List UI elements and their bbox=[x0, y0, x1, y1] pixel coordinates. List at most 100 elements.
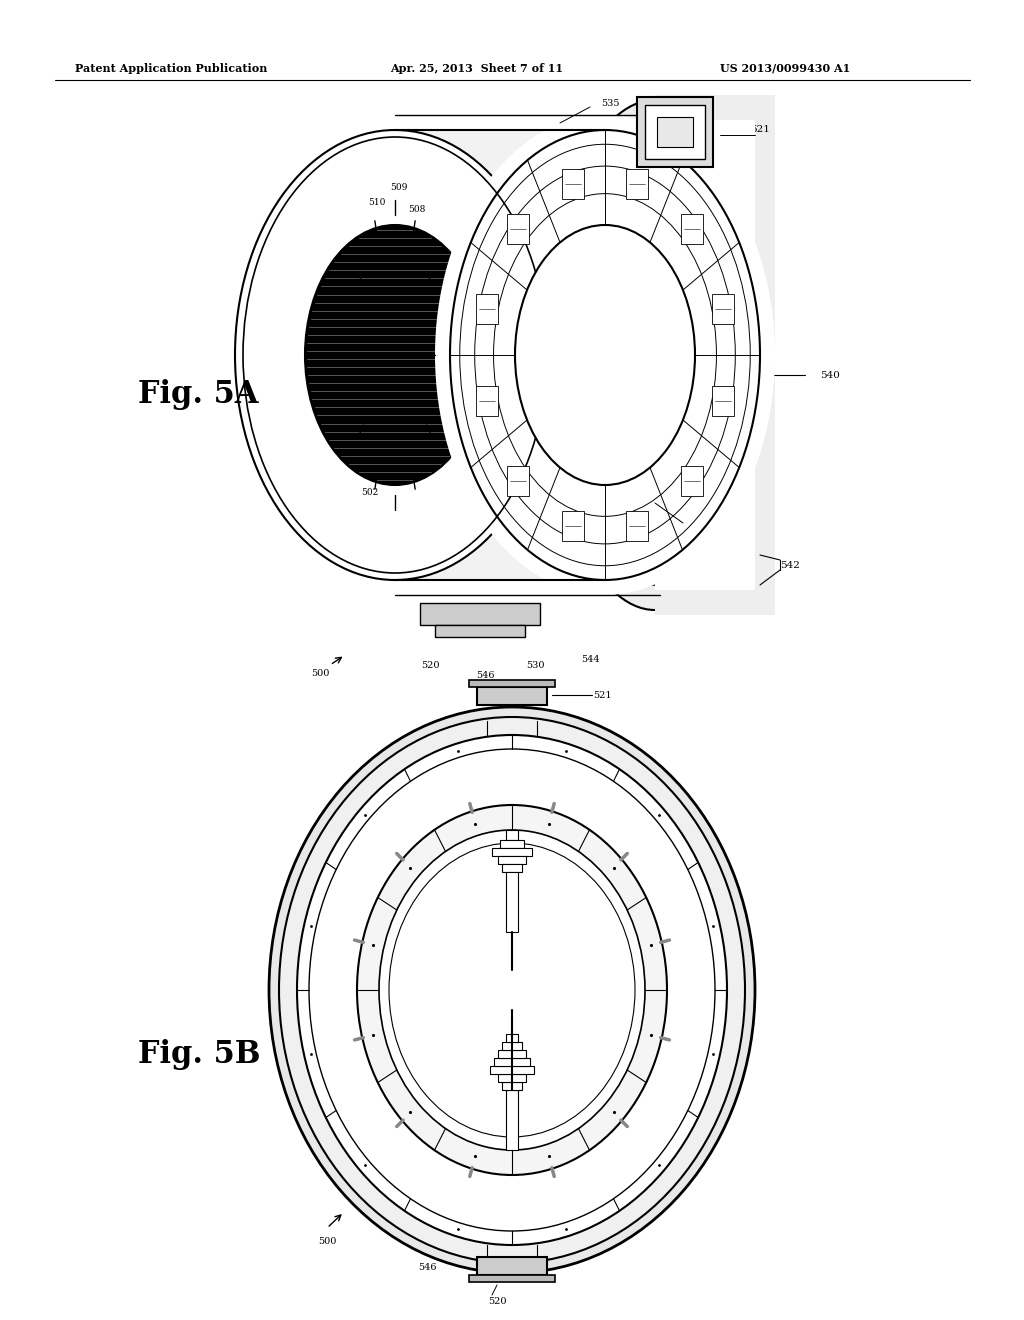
FancyBboxPatch shape bbox=[562, 511, 585, 541]
Text: 554: 554 bbox=[447, 880, 466, 890]
Ellipse shape bbox=[389, 843, 635, 1137]
Text: 535: 535 bbox=[601, 99, 620, 107]
Text: 501: 501 bbox=[371, 1119, 387, 1127]
Text: Fig. 5B: Fig. 5B bbox=[138, 1040, 260, 1071]
Text: 550: 550 bbox=[551, 1001, 572, 1010]
Text: 507: 507 bbox=[637, 853, 653, 861]
FancyBboxPatch shape bbox=[435, 624, 525, 638]
Text: 533: 533 bbox=[720, 281, 737, 289]
FancyBboxPatch shape bbox=[390, 129, 610, 579]
FancyBboxPatch shape bbox=[502, 1041, 522, 1049]
FancyBboxPatch shape bbox=[498, 855, 526, 865]
FancyBboxPatch shape bbox=[681, 214, 702, 244]
Ellipse shape bbox=[234, 129, 555, 579]
FancyBboxPatch shape bbox=[498, 1049, 526, 1059]
FancyBboxPatch shape bbox=[655, 120, 755, 590]
Ellipse shape bbox=[545, 100, 765, 610]
Text: 507: 507 bbox=[614, 499, 632, 508]
Ellipse shape bbox=[435, 115, 775, 595]
Text: 505: 505 bbox=[668, 1057, 683, 1065]
Text: 530: 530 bbox=[525, 660, 544, 669]
FancyBboxPatch shape bbox=[500, 840, 524, 847]
Text: 546: 546 bbox=[418, 1262, 436, 1271]
FancyBboxPatch shape bbox=[507, 214, 529, 244]
Text: 508: 508 bbox=[563, 791, 580, 799]
Text: 512: 512 bbox=[333, 1022, 348, 1030]
Text: 512: 512 bbox=[343, 335, 360, 345]
Text: US 2013/0099430 A1: US 2013/0099430 A1 bbox=[720, 62, 850, 74]
FancyBboxPatch shape bbox=[502, 865, 522, 873]
FancyBboxPatch shape bbox=[477, 1257, 547, 1275]
FancyBboxPatch shape bbox=[562, 169, 585, 198]
Text: 504: 504 bbox=[670, 244, 687, 253]
FancyBboxPatch shape bbox=[476, 294, 498, 323]
Text: 522: 522 bbox=[685, 520, 702, 529]
Text: 521: 521 bbox=[750, 125, 770, 135]
FancyBboxPatch shape bbox=[506, 830, 518, 840]
Text: 546: 546 bbox=[476, 671, 495, 680]
Text: 502: 502 bbox=[444, 1181, 461, 1189]
Text: 521: 521 bbox=[593, 690, 611, 700]
FancyBboxPatch shape bbox=[507, 466, 529, 495]
FancyBboxPatch shape bbox=[645, 106, 705, 158]
FancyBboxPatch shape bbox=[476, 385, 498, 416]
Text: 511: 511 bbox=[350, 255, 368, 263]
FancyBboxPatch shape bbox=[681, 466, 702, 495]
Text: 550: 550 bbox=[570, 366, 589, 375]
Text: 510: 510 bbox=[392, 826, 409, 834]
FancyBboxPatch shape bbox=[490, 1067, 534, 1074]
Text: 500: 500 bbox=[317, 1238, 336, 1246]
Text: 534: 534 bbox=[683, 202, 700, 211]
Text: 506: 506 bbox=[676, 950, 691, 958]
Ellipse shape bbox=[357, 805, 667, 1175]
Text: 532: 532 bbox=[720, 380, 737, 389]
FancyBboxPatch shape bbox=[657, 117, 693, 147]
Text: Patent Application Publication: Patent Application Publication bbox=[75, 62, 267, 74]
Text: 544: 544 bbox=[581, 656, 599, 664]
Text: 503: 503 bbox=[535, 1191, 550, 1199]
Text: Fig. 5A: Fig. 5A bbox=[138, 380, 258, 411]
FancyBboxPatch shape bbox=[655, 95, 775, 615]
FancyBboxPatch shape bbox=[469, 680, 555, 686]
FancyBboxPatch shape bbox=[506, 1090, 518, 1150]
Text: 501: 501 bbox=[348, 434, 366, 444]
Text: 509: 509 bbox=[390, 183, 408, 193]
FancyBboxPatch shape bbox=[502, 1082, 522, 1090]
Text: 542: 542 bbox=[780, 561, 800, 569]
FancyBboxPatch shape bbox=[506, 873, 518, 932]
Text: 506: 506 bbox=[674, 451, 691, 461]
Text: 540: 540 bbox=[820, 371, 840, 380]
Text: 520: 520 bbox=[421, 660, 439, 669]
Ellipse shape bbox=[309, 748, 715, 1232]
FancyBboxPatch shape bbox=[713, 294, 734, 323]
FancyBboxPatch shape bbox=[494, 1059, 530, 1067]
Text: 505: 505 bbox=[700, 351, 718, 359]
Text: 552: 552 bbox=[447, 1090, 466, 1100]
Ellipse shape bbox=[297, 735, 727, 1245]
Ellipse shape bbox=[379, 830, 645, 1150]
Ellipse shape bbox=[269, 708, 755, 1272]
Ellipse shape bbox=[305, 224, 485, 484]
FancyBboxPatch shape bbox=[713, 385, 734, 416]
Text: 531: 531 bbox=[695, 475, 713, 484]
Text: 511: 511 bbox=[340, 915, 356, 923]
FancyBboxPatch shape bbox=[626, 169, 648, 198]
Text: 520: 520 bbox=[487, 1298, 506, 1307]
FancyBboxPatch shape bbox=[498, 1074, 526, 1082]
FancyBboxPatch shape bbox=[492, 847, 532, 855]
FancyBboxPatch shape bbox=[420, 603, 540, 624]
Text: Apr. 25, 2013  Sheet 7 of 11: Apr. 25, 2013 Sheet 7 of 11 bbox=[390, 62, 563, 74]
Text: 508: 508 bbox=[409, 205, 426, 214]
FancyBboxPatch shape bbox=[469, 1275, 555, 1282]
Text: 509: 509 bbox=[474, 781, 489, 789]
FancyBboxPatch shape bbox=[626, 511, 648, 541]
Ellipse shape bbox=[567, 125, 743, 585]
Text: 502: 502 bbox=[361, 488, 379, 498]
Text: 500: 500 bbox=[311, 668, 329, 677]
Text: 504: 504 bbox=[615, 1146, 632, 1154]
FancyBboxPatch shape bbox=[477, 686, 547, 705]
Text: 510: 510 bbox=[368, 198, 385, 207]
Text: 503: 503 bbox=[624, 205, 641, 214]
Ellipse shape bbox=[515, 224, 695, 484]
FancyBboxPatch shape bbox=[506, 1034, 518, 1041]
